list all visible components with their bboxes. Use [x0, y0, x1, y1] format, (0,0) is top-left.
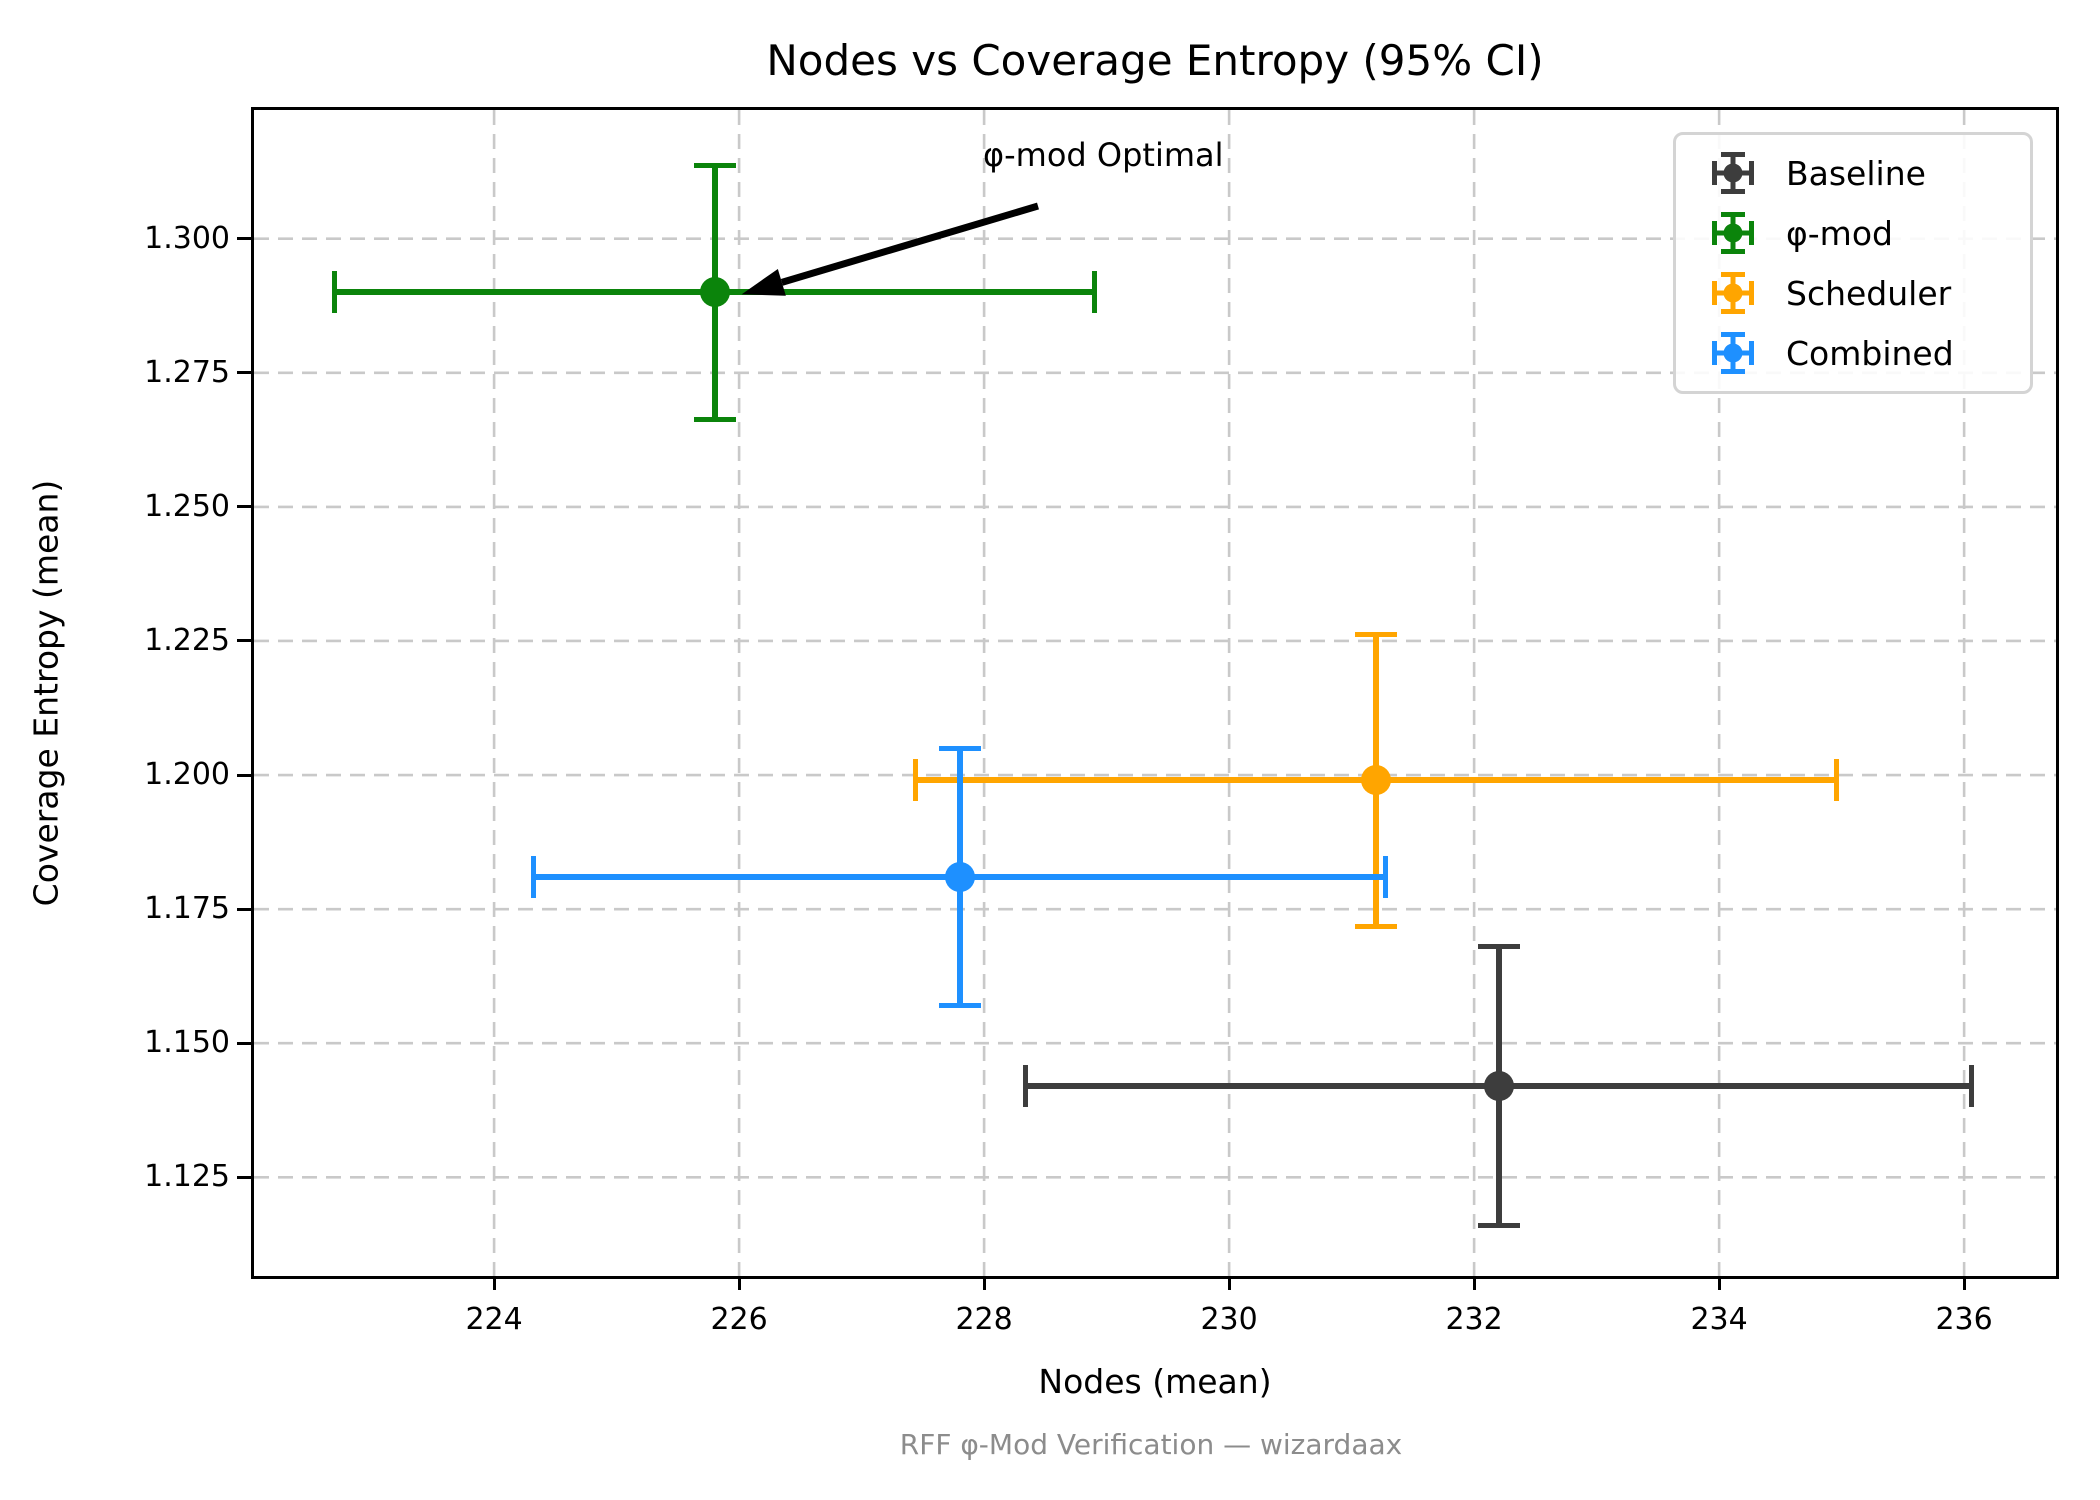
data-point-Combined	[944, 861, 975, 892]
y-tick-label: 1.275	[144, 354, 230, 390]
legend-errorbar-marker-icon	[1712, 332, 1754, 374]
legend-item-label: Baseline	[1786, 153, 1926, 193]
data-point-φ-mod	[699, 277, 730, 308]
yerr-line	[956, 748, 963, 1006]
x-tick-mark	[982, 1276, 986, 1290]
y-axis-label: Coverage Entropy (mean)	[26, 479, 66, 907]
x-tick-mark	[1717, 1276, 1721, 1290]
y-tick-mark	[237, 1175, 251, 1179]
y-tick-label: 1.175	[144, 891, 230, 927]
yerr-line	[711, 165, 718, 420]
x-tick-mark	[492, 1276, 496, 1290]
x-tick-mark	[1227, 1276, 1231, 1290]
yerr-cap-bottom	[693, 416, 736, 422]
y-tick-label: 1.125	[144, 1159, 230, 1195]
yerr-line	[1373, 634, 1380, 927]
xerr-cap-right	[1834, 759, 1840, 802]
xerr-line	[334, 289, 1095, 296]
y-tick-mark	[237, 237, 251, 241]
y-tick-label: 1.150	[144, 1025, 230, 1061]
legend-item-label: φ-mod	[1786, 213, 1893, 253]
xerr-cap-left	[1023, 1065, 1029, 1108]
legend-errorbar-marker-icon	[1712, 212, 1754, 254]
legend-errorbar-marker-icon	[1712, 272, 1754, 314]
x-tick-mark	[1962, 1276, 1966, 1290]
x-tick-label: 234	[1690, 1302, 1748, 1337]
yerr-cap-top	[1477, 944, 1520, 950]
y-tick-mark	[237, 639, 251, 643]
y-tick-label: 1.250	[144, 488, 230, 524]
data-point-Scheduler	[1361, 765, 1392, 796]
legend: Baseline φ-mod Scheduler Combined	[1673, 132, 2033, 394]
y-tick-mark	[237, 1041, 251, 1045]
xerr-cap-left	[332, 271, 338, 314]
xerr-cap-right	[1091, 271, 1097, 314]
yerr-cap-bottom	[938, 1003, 981, 1009]
y-tick-mark	[237, 907, 251, 911]
yerr-cap-bottom	[1355, 924, 1398, 930]
xerr-cap-right	[1383, 855, 1389, 898]
y-tick-mark	[237, 773, 251, 777]
y-tick-label: 1.200	[144, 757, 230, 793]
x-axis-label: Nodes (mean)	[1038, 1362, 1272, 1401]
xerr-cap-right	[1968, 1065, 1974, 1108]
annotation-label: φ-mod Optimal	[983, 136, 1224, 174]
x-tick-label: 232	[1445, 1302, 1503, 1337]
gridline	[780, 202, 1039, 286]
arrowhead	[741, 268, 786, 296]
x-tick-label: 226	[710, 1302, 768, 1337]
legend-item: Combined	[1710, 324, 2030, 382]
yerr-cap-bottom	[1477, 1223, 1520, 1229]
xerr-line	[533, 873, 1386, 880]
x-tick-label: 230	[1200, 1302, 1258, 1337]
y-tick-label: 1.225	[144, 622, 230, 658]
legend-errorbar-marker-icon	[1712, 152, 1754, 194]
chart-title: Nodes vs Coverage Entropy (95% CI)	[766, 36, 1544, 85]
legend-item: φ-mod	[1710, 204, 2030, 262]
legend-item-label: Combined	[1786, 333, 1954, 373]
xerr-cap-left	[913, 759, 918, 802]
legend-item: Scheduler	[1710, 264, 2030, 322]
yerr-cap-top	[1355, 631, 1398, 637]
x-tick-mark	[1472, 1276, 1476, 1290]
yerr-cap-top	[938, 745, 981, 751]
yerr-cap-top	[693, 162, 736, 168]
legend-item: Baseline	[1710, 144, 2030, 202]
data-point-Baseline	[1483, 1071, 1514, 1102]
xerr-line	[1025, 1083, 1972, 1090]
footer-caption: RFF φ-Mod Verification — wizardaax	[899, 1428, 1403, 1461]
legend-item-label: Scheduler	[1786, 273, 1952, 313]
x-tick-label: 224	[465, 1302, 523, 1337]
xerr-cap-left	[530, 855, 536, 898]
x-tick-label: 236	[1935, 1302, 1993, 1337]
x-tick-mark	[737, 1276, 741, 1290]
y-tick-label: 1.300	[144, 220, 230, 256]
y-tick-mark	[237, 505, 251, 509]
yerr-line	[1495, 946, 1502, 1226]
plot-area: φ-mod Optimal Baseline φ-mod Scheduler Comb…	[251, 107, 2059, 1279]
xerr-line	[915, 777, 1837, 784]
y-tick-mark	[237, 371, 251, 375]
x-tick-label: 228	[955, 1302, 1013, 1337]
